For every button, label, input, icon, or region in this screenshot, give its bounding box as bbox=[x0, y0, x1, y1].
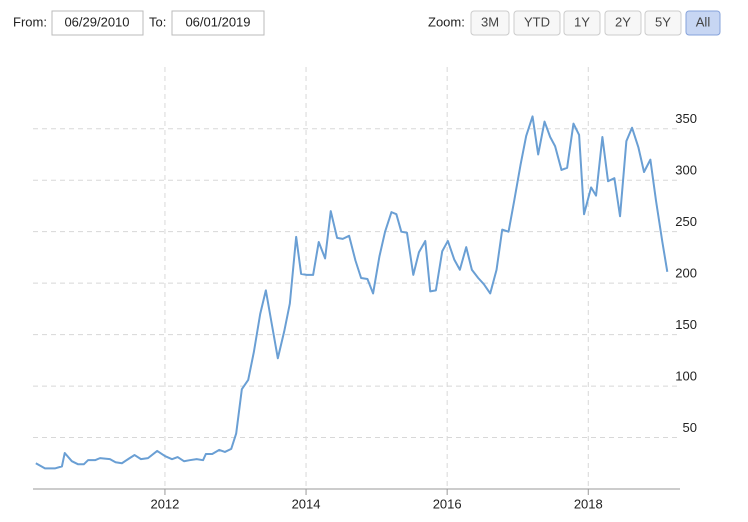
plot: 50 100 150 200 250 300 350 2012 2014 2016 2018 bbox=[33, 67, 697, 511]
x-tick-label: 2014 bbox=[292, 496, 321, 511]
zoom-button-label[interactable]: YTD bbox=[524, 14, 550, 29]
from-input[interactable] bbox=[51, 10, 144, 36]
zoom-button[interactable] bbox=[470, 10, 510, 36]
y-tick-label: 350 bbox=[675, 111, 697, 126]
zoom-button-label[interactable]: 1Y bbox=[574, 14, 590, 29]
from-value[interactable]: 06/29/2010 bbox=[64, 14, 129, 29]
y-tick-label: 300 bbox=[675, 163, 697, 178]
zoom-button[interactable] bbox=[563, 10, 601, 36]
x-tick-label: 2012 bbox=[150, 496, 179, 511]
x-tick-label: 2016 bbox=[433, 496, 462, 511]
zoom-button[interactable] bbox=[644, 10, 682, 36]
y-tick-label: 50 bbox=[683, 420, 697, 435]
y-tick-label: 200 bbox=[675, 266, 697, 281]
data-line bbox=[35, 115, 669, 470]
from-label: From: bbox=[13, 14, 47, 29]
y-tick-label: 150 bbox=[675, 317, 697, 332]
zoom-buttons: 3M YTD 1Y 2Y 5Y All bbox=[470, 10, 721, 36]
x-tick-label: 2018 bbox=[574, 496, 603, 511]
zoom-button-label[interactable]: 5Y bbox=[655, 14, 671, 29]
zoom-button-label[interactable]: All bbox=[696, 14, 711, 29]
zoom-button[interactable] bbox=[513, 10, 561, 36]
zoom-button[interactable] bbox=[685, 10, 721, 36]
zoom-button-label[interactable]: 2Y bbox=[615, 14, 631, 29]
zoom-button-label[interactable]: 3M bbox=[481, 14, 499, 29]
y-tick-label: 250 bbox=[675, 214, 697, 229]
to-label: To: bbox=[149, 14, 166, 29]
y-tick-label: 100 bbox=[675, 369, 697, 384]
to-value[interactable]: 06/01/2019 bbox=[185, 14, 250, 29]
zoom-button[interactable] bbox=[604, 10, 642, 36]
zoom-label: Zoom: bbox=[428, 14, 465, 29]
to-input[interactable] bbox=[171, 10, 265, 36]
